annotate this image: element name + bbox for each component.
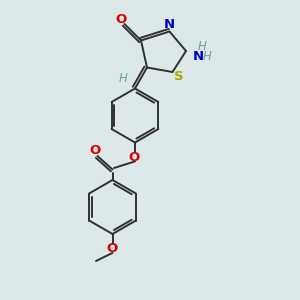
Text: H: H	[203, 50, 212, 64]
Text: O: O	[106, 242, 118, 256]
Text: O: O	[129, 151, 140, 164]
Text: S: S	[174, 70, 184, 83]
Text: O: O	[89, 144, 100, 157]
Text: H: H	[119, 71, 128, 85]
Text: N: N	[192, 50, 204, 64]
Text: N: N	[163, 17, 175, 31]
Text: O: O	[115, 13, 127, 26]
Text: H: H	[198, 40, 207, 53]
